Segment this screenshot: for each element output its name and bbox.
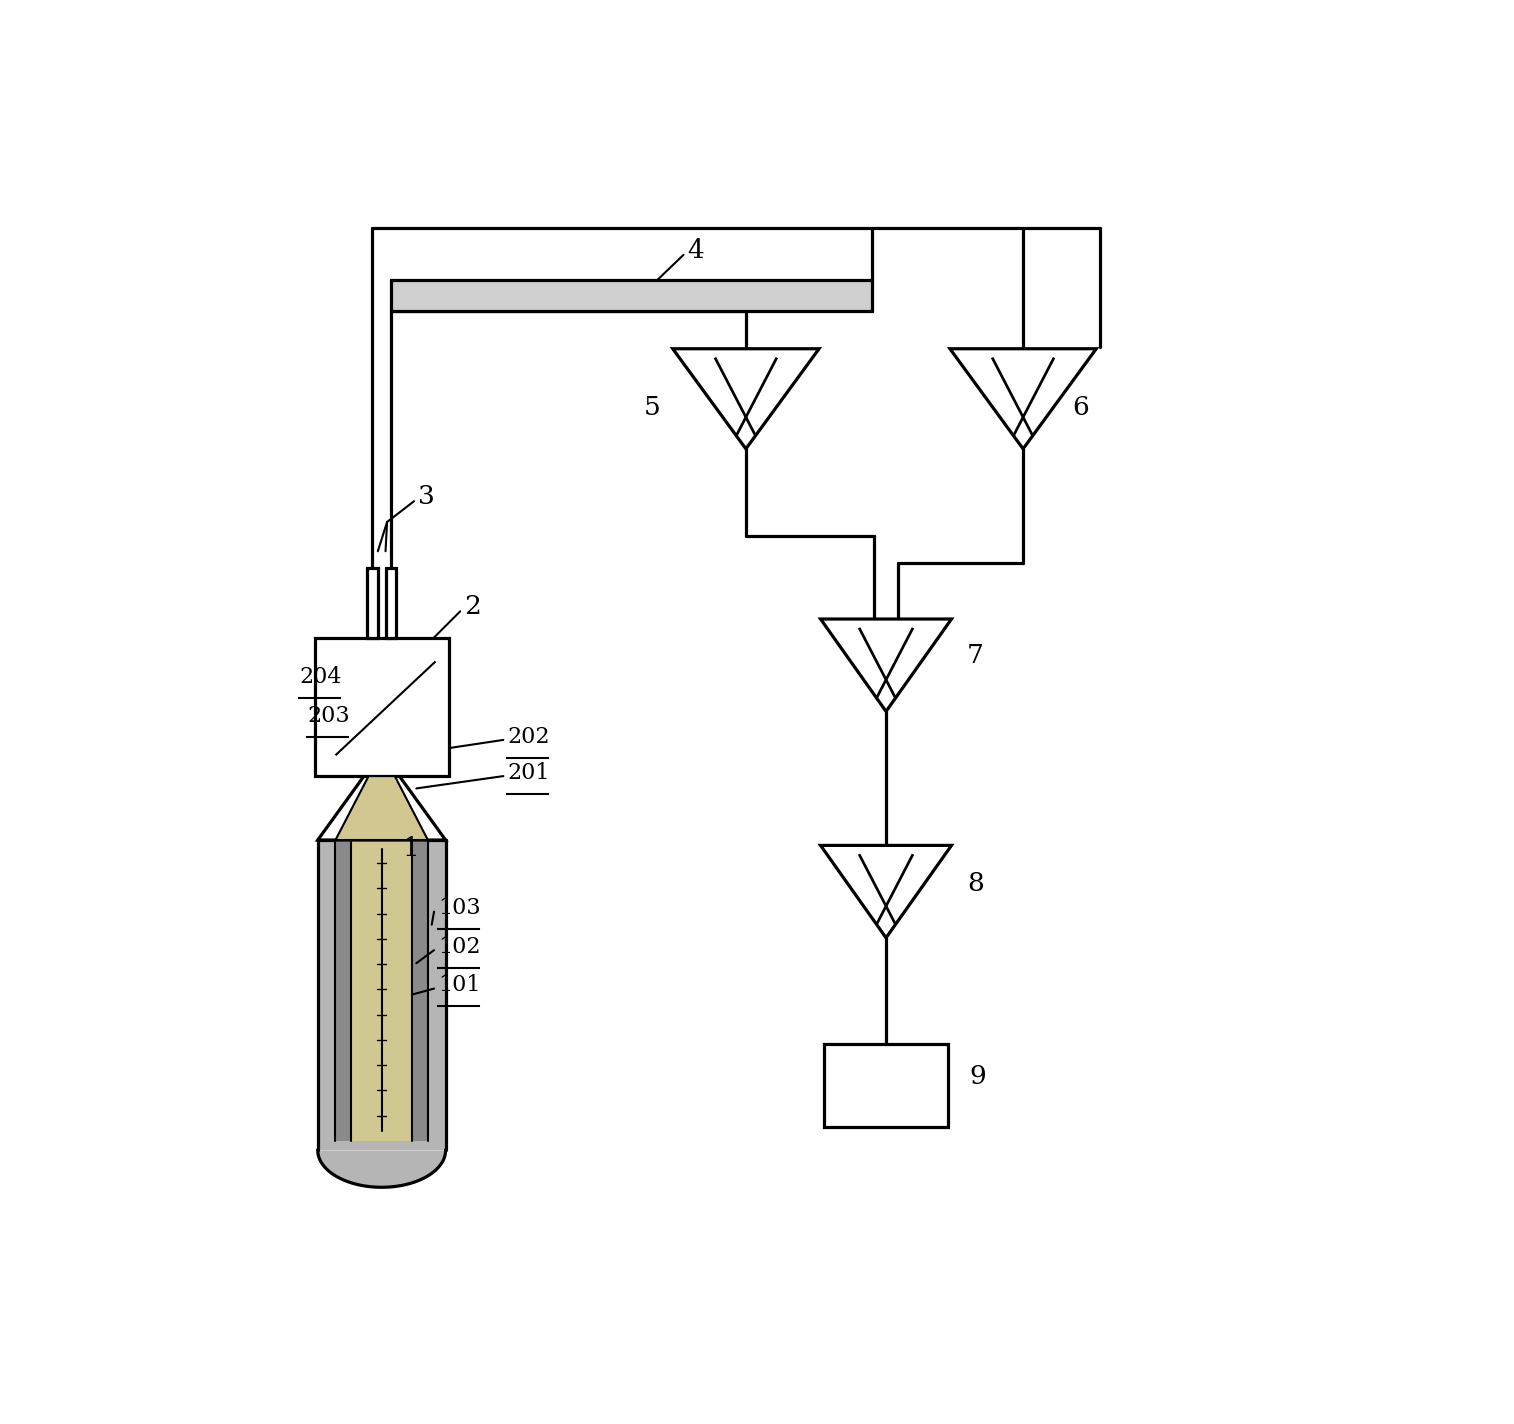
- Text: 9: 9: [969, 1064, 986, 1089]
- Bar: [386, 568, 397, 638]
- Text: 6: 6: [1072, 396, 1089, 420]
- Polygon shape: [949, 349, 1096, 449]
- Bar: [825, 1044, 948, 1128]
- Bar: [391, 281, 872, 310]
- Polygon shape: [672, 349, 819, 449]
- Text: 8: 8: [967, 871, 984, 896]
- Text: 2: 2: [465, 594, 481, 619]
- Text: 3: 3: [418, 484, 435, 508]
- Text: 202: 202: [507, 726, 550, 748]
- Text: 7: 7: [967, 644, 984, 668]
- Bar: [315, 638, 448, 776]
- Bar: [351, 840, 412, 1141]
- Text: 204: 204: [300, 666, 342, 688]
- Bar: [336, 840, 428, 1141]
- Polygon shape: [318, 1151, 445, 1188]
- Text: 102: 102: [438, 936, 480, 958]
- Text: 4: 4: [687, 238, 704, 262]
- Polygon shape: [821, 846, 951, 938]
- Polygon shape: [336, 776, 428, 840]
- Bar: [318, 840, 445, 1151]
- Text: 201: 201: [507, 762, 550, 783]
- Polygon shape: [821, 619, 951, 712]
- Text: 101: 101: [438, 974, 480, 997]
- Bar: [366, 568, 378, 638]
- Text: 1: 1: [403, 836, 419, 860]
- Text: 203: 203: [307, 705, 350, 726]
- Polygon shape: [318, 776, 445, 840]
- Text: 5: 5: [643, 396, 660, 420]
- Text: 103: 103: [438, 897, 480, 920]
